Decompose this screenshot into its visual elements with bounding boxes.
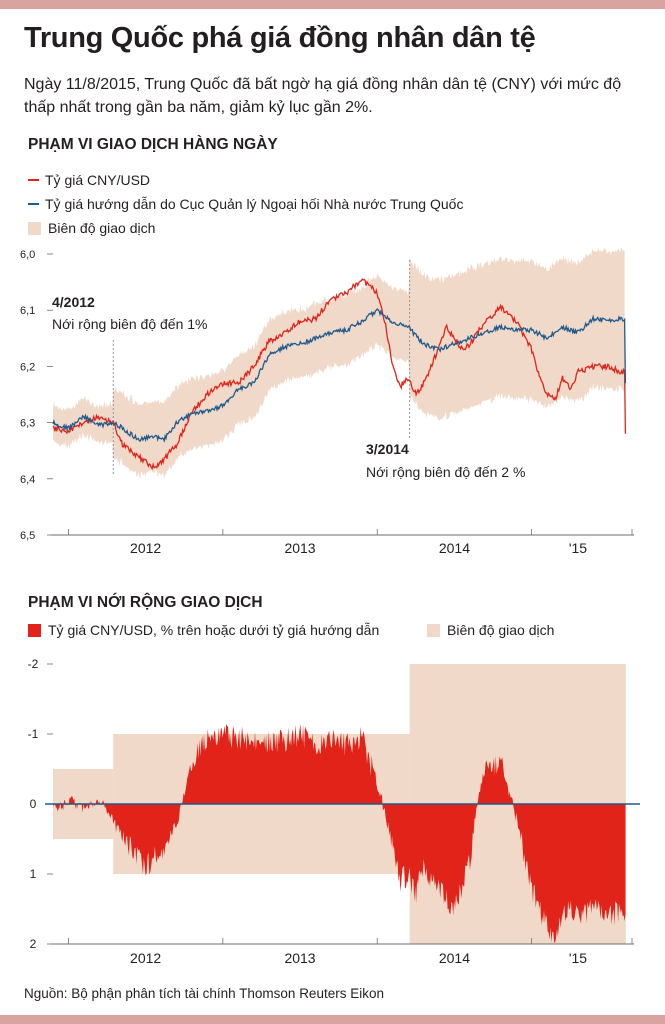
series-line-cny-usd [52,278,627,471]
y-tick-label: 6,3 [20,418,35,430]
legend-swatch-deviation [28,623,41,637]
legend-swatch-band [28,221,41,235]
x-tick-label: '15 [569,950,587,966]
series-line-fixing-rate [52,308,627,443]
trading-band-area [53,248,625,479]
x-tick-label: 2014 [439,950,470,966]
y-tick-label: 1 [30,867,37,881]
annotation-text: Nới rộng biên độ đến 1% [52,316,208,332]
y-tick-label: 0 [30,797,37,811]
legend-label-cny: Tỷ giá CNY/USD [45,172,151,188]
chart1-legend-cny: Tỷ giá CNY/USD [28,172,150,188]
x-tick-label: 2012 [130,950,161,966]
legend-label-band: Biên độ giao dịch [48,220,156,236]
annotation-text: Nới rộng biên độ đến 2 % [366,464,525,480]
legend-label-deviation: Tỷ giá CNY/USD, % trên hoặc dưới tỷ giá … [48,622,380,638]
y-tick-label: 2 [30,937,37,951]
page-subtitle: Ngày 11/8/2015, Trung Quốc đã bất ngờ hạ… [24,76,622,116]
top-decor-strip [0,0,665,9]
y-tick-label: 6,2 [20,361,35,373]
legend-swatch-cny [28,179,39,181]
chart2-title: PHẠM VI NỚI RỘNG GIAO DỊCH [28,594,263,611]
deviation-area [53,724,626,943]
source-note: Nguồn: Bộ phận phân tích tài chính Thoms… [24,986,384,1001]
y-tick-label: 6,4 [20,474,35,486]
y-tick-label: -1 [28,727,39,741]
annotation-title: 3/2014 [366,441,409,457]
y-tick-label: 6,1 [20,305,35,317]
chart1-title: PHẠM VI GIAO DỊCH HÀNG NGÀY [28,136,278,153]
legend-swatch-band2 [427,623,440,637]
legend-swatch-fix [28,203,39,205]
x-tick-label: 2012 [130,540,161,556]
chart2-legend-band: Biên độ giao dịch [427,622,554,638]
chart1-legend-band: Biên độ giao dịch [28,220,155,236]
chart-daily-trading-range: 6,0 6,1 6,2 6,3 6,4 6,5 4/2012 Nới rộng biên độ… [20,248,634,556]
y-tick-label: -2 [28,657,39,671]
y-tick-label: 6,0 [20,249,35,261]
legend-label-band2: Biên độ giao dịch [447,622,555,638]
chart1-legend-fix: Tỷ giá hướng dẫn do Cục Quản lý Ngoại hố… [28,196,463,212]
y-tick-label: 6,5 [20,530,35,542]
annotation-title: 4/2012 [52,294,95,310]
legend-label-fix: Tỷ giá hướng dẫn do Cục Quản lý Ngoại hố… [45,196,464,212]
x-tick-label: 2014 [439,540,470,556]
chart2-legend-deviation: Tỷ giá CNY/USD, % trên hoặc dưới tỷ giá … [28,622,379,638]
x-tick-label: 2013 [284,950,315,966]
chart-trading-band-deviation: -2 -1 0 1 2 2012 2013 2014 '15 [28,657,640,966]
page-title: Trung Quốc phá giá đồng nhân dân tệ [24,22,536,54]
bottom-decor-strip [0,1015,665,1024]
x-tick-label: '15 [569,540,587,556]
x-tick-label: 2013 [284,540,315,556]
